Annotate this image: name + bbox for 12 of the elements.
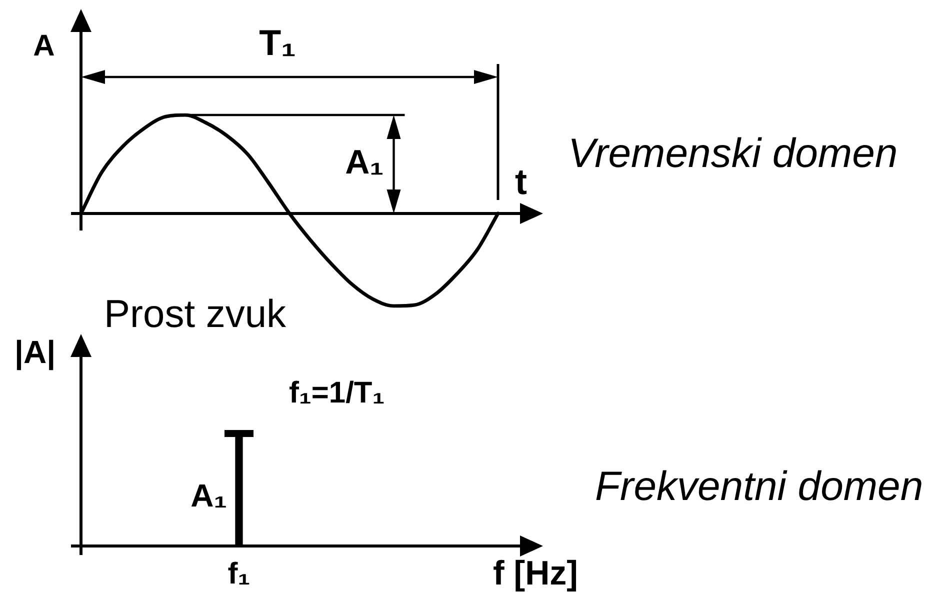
annotation: A₁ [345,144,384,182]
text: Vremenski domen [568,130,898,176]
x-axis-title: f [Hz] [493,554,578,592]
x-axis-title: t [515,160,527,202]
text: f₁=1/T₁ [289,376,385,410]
x-tick-label: f₁ [228,557,250,590]
text: Frekventni domen [595,463,924,509]
chart-title: Prost zvuk [104,292,287,336]
y-axis-title: |A| [14,334,56,371]
y-axis-title: A [33,29,55,62]
annotation: A₁ [190,477,227,514]
text: T₁ [259,22,296,63]
